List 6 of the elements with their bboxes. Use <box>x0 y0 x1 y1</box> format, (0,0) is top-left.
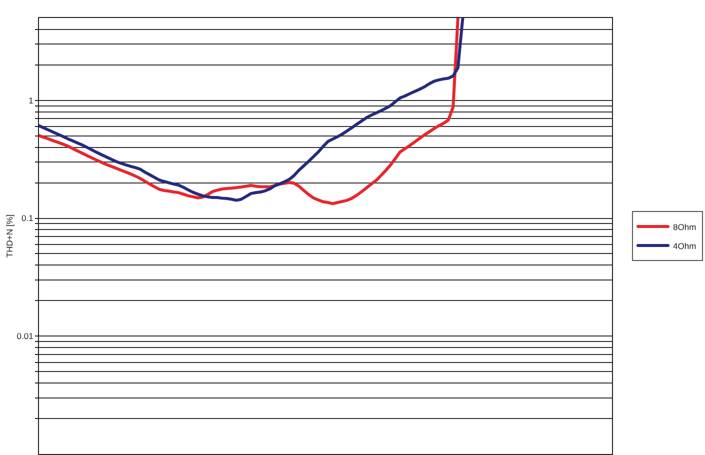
legend-label: 8Ohm <box>673 222 696 232</box>
y-tick-label: 0.1 <box>21 213 34 224</box>
y-axis-title: THD+N [%] <box>4 214 14 258</box>
legend-label: 4Ohm <box>673 240 696 251</box>
y-tick-label: 1 <box>28 95 34 106</box>
y-tick-label: 0.01 <box>16 331 34 342</box>
